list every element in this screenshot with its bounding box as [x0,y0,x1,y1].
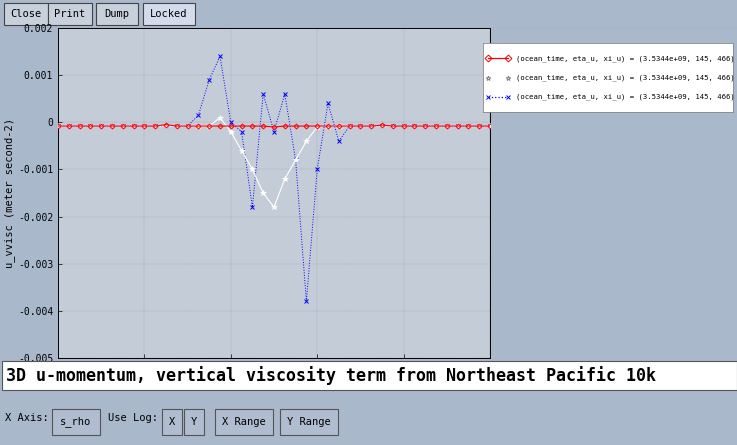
Text: (ocean_time, eta_u, xi_u) = (3.5344e+09, 145, 466): (ocean_time, eta_u, xi_u) = (3.5344e+09,… [515,93,734,100]
Y-axis label: u_vvisc (meter second-2): u_vvisc (meter second-2) [4,118,15,268]
Text: Close: Close [10,9,41,19]
X-axis label: s_rho: s_rho [257,376,291,387]
Text: (ocean_time, eta_u, xi_u) = (3.5344e+09, 145, 466): (ocean_time, eta_u, xi_u) = (3.5344e+09,… [515,74,734,81]
Text: X Range: X Range [222,417,266,427]
Bar [280,409,338,435]
Text: Dump: Dump [105,9,130,19]
Text: Y: Y [191,417,197,427]
Bar [96,3,138,25]
Bar [48,3,92,25]
Bar [184,409,204,435]
Text: Y Range: Y Range [287,417,331,427]
Bar [215,409,273,435]
Text: X: X [169,417,175,427]
Text: (ocean_time, eta_u, xi_u) = (3.5344e+09, 145, 466): (ocean_time, eta_u, xi_u) = (3.5344e+09,… [515,55,734,61]
Bar [4,3,48,25]
Text: Use Log:: Use Log: [108,413,158,423]
Text: X Axis:: X Axis: [5,413,49,423]
Text: Locked: Locked [150,9,188,19]
Text: s_rho: s_rho [60,417,91,428]
Bar [52,409,100,435]
Bar [143,3,195,25]
Text: 3D u-momentum, vertical viscosity term from Northeast Pacific 10k: 3D u-momentum, vertical viscosity term f… [6,367,656,385]
Bar [162,409,182,435]
Text: Print: Print [55,9,85,19]
